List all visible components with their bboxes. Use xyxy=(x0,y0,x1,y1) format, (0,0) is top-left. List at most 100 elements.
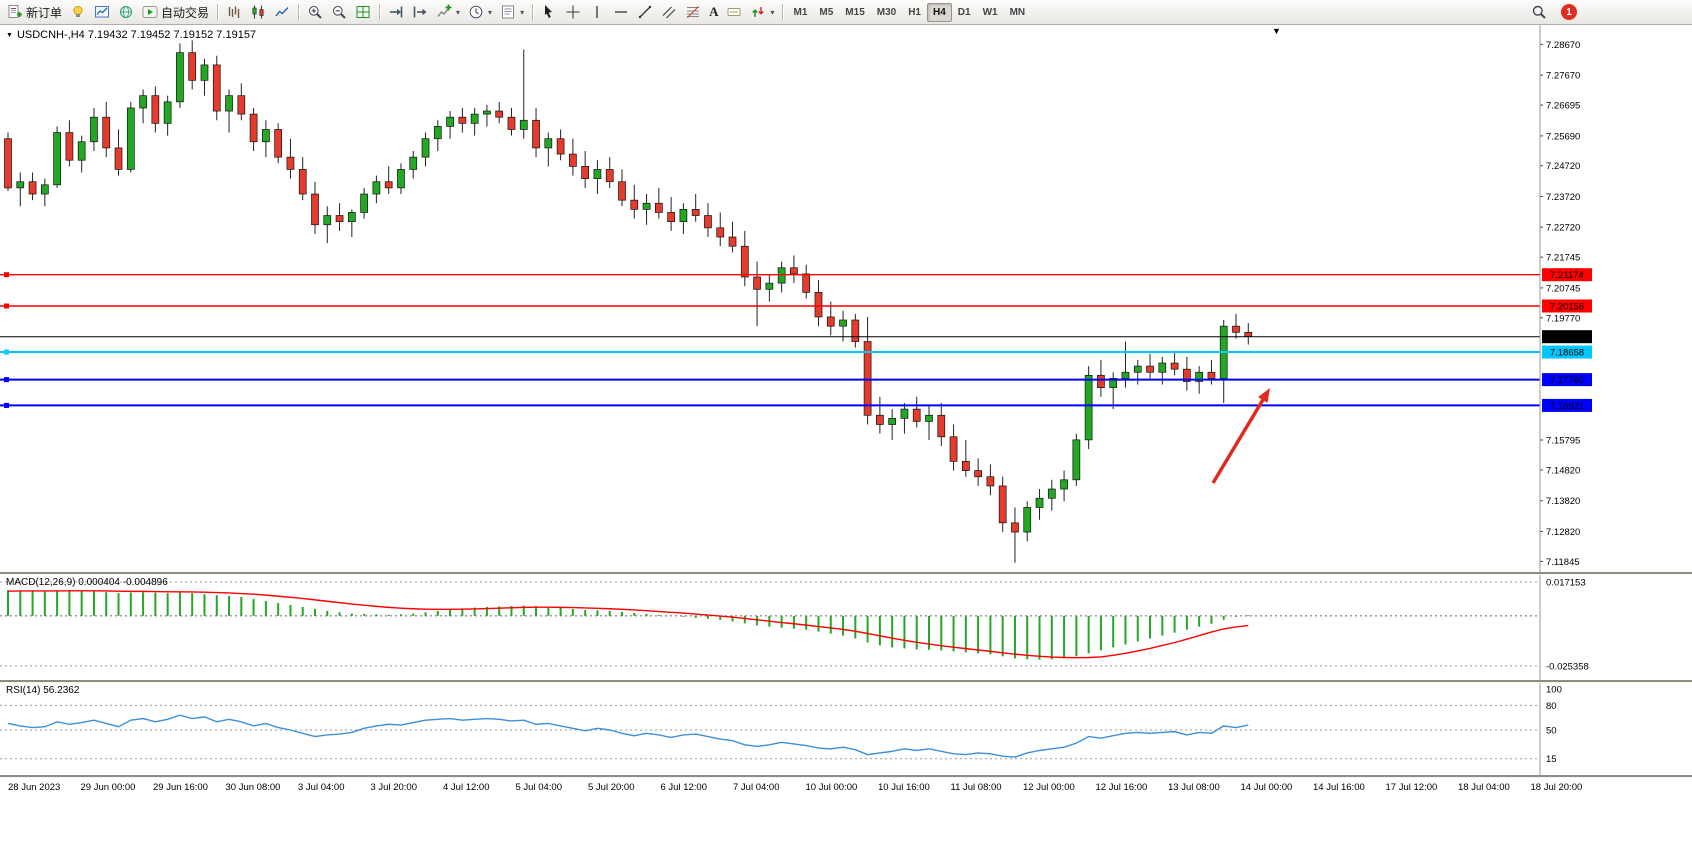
horizontal-line-tool-button[interactable] xyxy=(609,1,633,24)
autotrading-button[interactable]: 自动交易 xyxy=(138,1,213,24)
panel-splitter[interactable] xyxy=(0,680,1692,683)
chart-window-button[interactable] xyxy=(90,1,114,24)
svg-text:7.28670: 7.28670 xyxy=(1546,40,1580,51)
search-button[interactable] xyxy=(1527,1,1551,24)
vertical-line-icon xyxy=(596,6,598,18)
channel-tool-button[interactable] xyxy=(657,1,681,24)
auto-scroll-button[interactable] xyxy=(384,1,408,24)
chart-window: 7.28670 7.27670 7.26695 7.25690 7.24720 7.237… xyxy=(0,25,1692,851)
tile-windows-button[interactable] xyxy=(351,1,375,24)
chevron-down-icon: ▾ xyxy=(770,7,775,17)
svg-text:7.11845: 7.11845 xyxy=(1546,557,1580,568)
line-chart-mode-button[interactable] xyxy=(270,1,294,24)
cursor-tool-button[interactable] xyxy=(537,1,561,24)
panel-splitter[interactable] xyxy=(0,572,1692,575)
toolbar-separator xyxy=(782,3,784,21)
svg-text:7.26695: 7.26695 xyxy=(1546,101,1580,112)
macd-pane: 0.017153 -0.025358 MACD(12,26,9) 0.000404… xyxy=(0,575,1692,680)
fibonacci-tool-button[interactable] xyxy=(681,1,705,24)
panel-splitter[interactable] xyxy=(0,775,1692,778)
candlestick-icon xyxy=(252,5,264,19)
time-axis-label: 5 Jul 20:00 xyxy=(588,782,635,793)
main-chart-pane: 7.28670 7.27670 7.26695 7.25690 7.24720 7.237… xyxy=(0,25,1692,572)
new-order-label: 新订单 xyxy=(26,5,63,20)
text-tool-button[interactable]: A xyxy=(705,1,722,24)
svg-text:7.27670: 7.27670 xyxy=(1546,71,1580,82)
toolbar-separator xyxy=(379,3,381,21)
timeframe-h1-button[interactable]: H1 xyxy=(908,6,921,18)
templates-button[interactable]: ▾ xyxy=(496,1,528,24)
label-icon xyxy=(727,8,741,16)
timeframe-m30-button[interactable]: M30 xyxy=(876,6,897,18)
svg-text:100: 100 xyxy=(1546,685,1562,696)
toolbar-separator xyxy=(298,3,300,21)
periods-button[interactable]: ▾ xyxy=(464,1,496,24)
rsi-label: RSI(14) 56.2362 xyxy=(6,685,80,696)
new-order-button[interactable]: 新订单 xyxy=(3,1,66,24)
candlestick-mode-button[interactable] xyxy=(246,1,270,24)
time-axis-label: 30 Jun 08:00 xyxy=(225,782,281,793)
timeframe-m5-button[interactable]: M5 xyxy=(819,6,834,18)
time-axis-label: 14 Jul 00:00 xyxy=(1240,782,1293,793)
bar-chart-mode-button[interactable] xyxy=(222,1,246,24)
timeframe-d1-button[interactable]: D1 xyxy=(957,6,971,18)
rsi-pane: 100 80 50 15 RSI(14) 56.2362 xyxy=(0,683,1692,775)
timeframe-mn-button[interactable]: MN xyxy=(1009,6,1026,18)
timeframe-h4-button[interactable]: H4 xyxy=(927,2,952,22)
auto-scroll-icon xyxy=(390,6,403,18)
svg-text:7.25690: 7.25690 xyxy=(1546,131,1580,142)
time-axis-label: 17 Jul 12:00 xyxy=(1385,782,1438,793)
market-watch-button[interactable] xyxy=(114,1,138,24)
zoom-out-button[interactable] xyxy=(327,1,351,24)
time-axis-label: 28 Jun 2023 xyxy=(8,782,61,793)
zoom-in-button[interactable] xyxy=(303,1,327,24)
time-axis-label: 13 Jul 08:00 xyxy=(1168,782,1220,793)
ohlc-toggle-icon[interactable]: ▼ xyxy=(6,31,13,39)
text-label-tool-button[interactable] xyxy=(722,1,746,24)
time-axis-label: 12 Jul 00:00 xyxy=(1023,782,1075,793)
clock-icon xyxy=(469,5,483,19)
timeframe-w1-button[interactable]: W1 xyxy=(982,6,998,18)
fibonacci-icon xyxy=(687,6,700,18)
time-axis[interactable]: 28 Jun 2023 29 Jun 00:00 29 Jun 16:00 30 Ju… xyxy=(0,778,1692,800)
time-axis-label: 14 Jul 16:00 xyxy=(1313,782,1365,793)
tile-windows-icon xyxy=(356,6,370,18)
line-chart-icon xyxy=(275,7,289,17)
zoom-in-icon xyxy=(309,6,322,19)
time-axis-label: 4 Jul 12:00 xyxy=(443,782,490,793)
rsi-chart[interactable]: 100 80 50 15 xyxy=(0,683,1692,775)
svg-text:50: 50 xyxy=(1546,726,1557,737)
svg-text:7.22720: 7.22720 xyxy=(1546,223,1580,234)
svg-text:7.19770: 7.19770 xyxy=(1546,313,1580,324)
chart-shift-button[interactable] xyxy=(408,1,432,24)
time-axis-label: 11 Jul 08:00 xyxy=(950,782,1002,793)
notification-badge[interactable]: 1 xyxy=(1561,4,1577,20)
chart-shift-marker-icon[interactable]: ▼ xyxy=(1272,26,1281,36)
indicators-button[interactable]: ▾ xyxy=(432,1,464,24)
time-axis-label: 6 Jul 12:00 xyxy=(660,782,707,793)
price-chart[interactable]: 7.28670 7.27670 7.26695 7.25690 7.24720 7.237… xyxy=(0,25,1692,572)
time-axis-label: 18 Jul 20:00 xyxy=(1530,782,1583,793)
toolbar-right-group: 1 xyxy=(1527,1,1577,24)
time-axis-label: 10 Jul 00:00 xyxy=(805,782,858,793)
timeframe-m1-button[interactable]: M1 xyxy=(793,6,808,18)
trendline-tool-button[interactable] xyxy=(633,1,657,24)
time-axis-label: 29 Jun 00:00 xyxy=(80,782,136,793)
svg-text:7.19157: 7.19157 xyxy=(1550,332,1584,343)
svg-text:7.14820: 7.14820 xyxy=(1546,465,1580,476)
svg-text:80: 80 xyxy=(1546,701,1557,712)
arrows-tool-button[interactable]: ▾ xyxy=(746,1,778,24)
search-icon xyxy=(1532,5,1546,19)
timeframe-m15-button[interactable]: M15 xyxy=(845,6,865,18)
crosshair-tool-button[interactable] xyxy=(561,1,585,24)
macd-chart[interactable]: 0.017153 -0.025358 xyxy=(0,575,1692,680)
time-axis-label: 3 Jul 04:00 xyxy=(298,782,345,793)
trendline-icon xyxy=(638,5,652,19)
toolbar-separator xyxy=(217,3,219,21)
svg-text:7.18658: 7.18658 xyxy=(1550,348,1584,359)
vertical-line-tool-button[interactable] xyxy=(585,1,609,24)
channel-icon xyxy=(662,6,676,19)
alerts-button[interactable] xyxy=(66,1,90,24)
zoom-out-icon xyxy=(333,6,346,19)
svg-text:7.13820: 7.13820 xyxy=(1546,496,1580,507)
